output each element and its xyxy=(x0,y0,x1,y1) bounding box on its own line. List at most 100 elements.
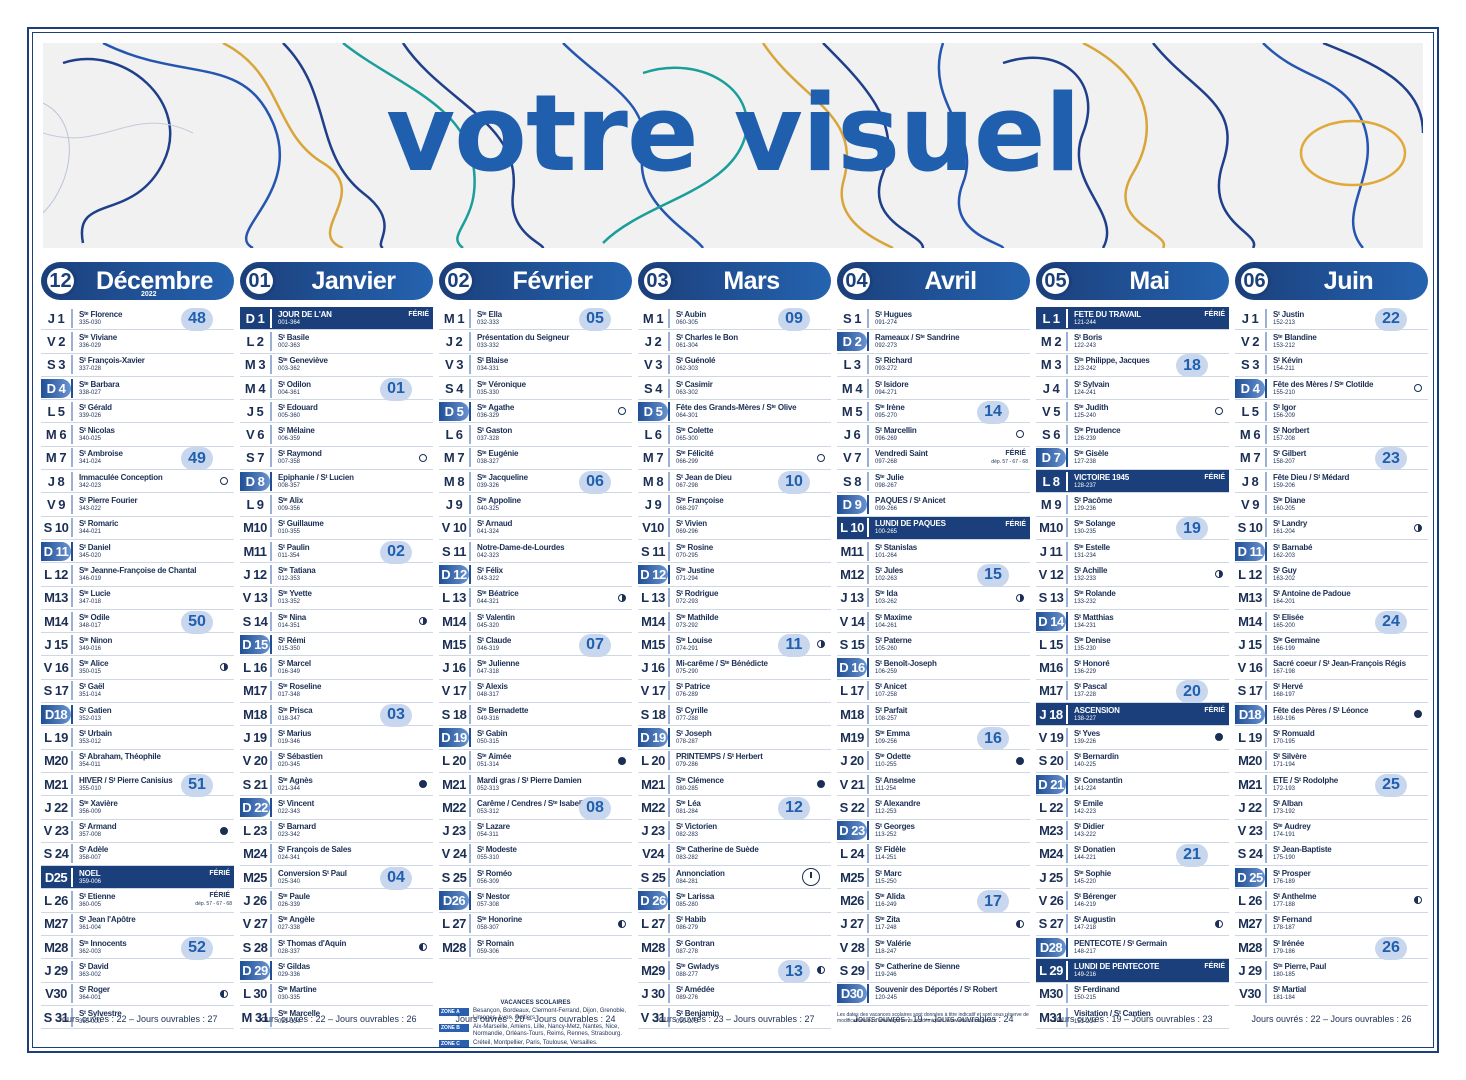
day-label: J 19 xyxy=(243,729,267,745)
divider xyxy=(270,355,272,375)
divider xyxy=(270,891,272,911)
day-row: L 26 Sᵗ Étienne 360-005 FÉRIÉ dép. 57 - 67 -… xyxy=(41,889,234,913)
day-label: L 19 xyxy=(44,729,68,745)
saint-name: Sᵗ Félix xyxy=(477,566,503,575)
day-label: M 1 xyxy=(642,310,664,326)
divider xyxy=(668,634,670,654)
day-label: M 1 xyxy=(443,310,465,326)
day-label: D 7 xyxy=(1036,448,1066,468)
day-row: J 30 Sᵗ Amédée 089-276 xyxy=(638,983,831,1006)
divider xyxy=(469,448,471,468)
week-number: 09 xyxy=(778,307,810,331)
day-label: M10 xyxy=(1039,520,1063,536)
moon-phase-icon xyxy=(1215,919,1223,928)
day-label: V 9 xyxy=(1240,497,1260,513)
day-label: M19 xyxy=(840,729,864,745)
day-code: 363-002 xyxy=(79,971,102,978)
day-code: 099-266 xyxy=(875,506,898,513)
saint-name: LUNDI DE PENTECÔTE xyxy=(1074,962,1160,971)
divider xyxy=(270,611,272,631)
day-code: 348-017 xyxy=(79,622,102,629)
day-code: 088-277 xyxy=(676,971,699,978)
day-label: V 23 xyxy=(1237,823,1263,839)
day-code: 166-199 xyxy=(1273,645,1296,652)
day-code: 153-212 xyxy=(1273,342,1296,349)
day-label: J 16 xyxy=(641,660,665,676)
day-row: D 16 Sᵗ Benoît-Joseph 106-259 xyxy=(837,656,1030,680)
day-row: J 15 Sᵗᵉ Germaine 166-199 xyxy=(1235,633,1428,657)
day-label: V 26 xyxy=(1038,893,1064,909)
day-label: J 1 xyxy=(1241,310,1259,326)
day-label: M29 xyxy=(641,962,665,978)
day-label: J 26 xyxy=(243,893,267,909)
saint-name: Notre-Dame-de-Lourdes xyxy=(477,543,565,552)
divider xyxy=(270,704,272,724)
moon-phase-icon xyxy=(618,919,626,928)
divider xyxy=(469,518,471,538)
saint-name: Sᵗ Charles le Bon xyxy=(676,333,738,342)
day-code: 163-202 xyxy=(1273,575,1296,582)
day-row: L 12 Sᵗᵉ Jeanne-Françoise de Chantal 346-0… xyxy=(41,563,234,587)
day-label: M 4 xyxy=(244,380,266,396)
moon-phase-icon xyxy=(419,616,427,625)
day-row: S 13 Sᵗᵉ Rolande 133-232 xyxy=(1036,587,1229,610)
day-label: L 20 xyxy=(641,753,665,769)
divider xyxy=(668,960,670,980)
banner: votre visuel xyxy=(43,43,1423,248)
day-row: L 6 Sᵗ Gaston 037-328 xyxy=(439,423,632,447)
day-code: 071-294 xyxy=(676,575,699,582)
day-label: D 5 xyxy=(439,401,469,421)
week-number: 52 xyxy=(181,936,213,960)
day-label: S 8 xyxy=(842,473,862,489)
saint-name: Sᵗ Prosper xyxy=(1273,869,1311,878)
divider xyxy=(668,448,670,468)
day-row: M17 Sᵗ Pascal 137-228 xyxy=(1036,680,1229,704)
saint-name: Sᵗ Rodrigue xyxy=(676,590,719,599)
divider xyxy=(71,355,73,375)
day-row: S 15 Sᵗ Paterne 105-260 xyxy=(837,633,1030,657)
day-row: M 5 Sᵗᵉ Irène 095-270 xyxy=(837,400,1030,424)
day-label: S 4 xyxy=(643,380,663,396)
saint-name: Sᵗ Barnard xyxy=(278,823,316,832)
day-row: S 28 Sᵗ Thomas d'Aquin 028-337 xyxy=(240,936,433,960)
saint-name: Sᵗ Habib xyxy=(676,916,706,925)
saint-name: Sᵗᵉ Clémence xyxy=(676,776,724,785)
saint-name: Sᵗᵉ Zita xyxy=(875,916,900,925)
divider xyxy=(469,681,471,701)
saint-name: Sᵗ Valentin xyxy=(477,613,515,622)
saint-name: Sᵗ Silvère xyxy=(1273,753,1307,762)
saint-name: Sᵗ Pascal xyxy=(1074,683,1107,692)
divider xyxy=(867,891,869,911)
day-code: 101-264 xyxy=(875,552,898,559)
day-row: L 12 Sᵗ Guy 163-202 xyxy=(1235,563,1428,587)
day-code: 092-273 xyxy=(875,342,898,349)
day-row: J 27 Sᵗᵉ Zita 117-248 xyxy=(837,913,1030,937)
day-code: 162-203 xyxy=(1273,552,1296,559)
day-label: M22 xyxy=(442,799,466,815)
day-row: M20 Sᵗ Abraham, Théophile 354-011 xyxy=(41,750,234,773)
day-row: J 23 Sᵗ Victorien 082-283 xyxy=(638,820,831,843)
day-code: 036-329 xyxy=(477,412,500,419)
day-code: 128-237 xyxy=(1074,482,1097,489)
day-code: 155-210 xyxy=(1273,389,1296,396)
day-code: 364-001 xyxy=(79,995,102,1002)
day-row: S 11 Sᵗᵉ Rosine 070-295 xyxy=(638,540,831,564)
divider xyxy=(1265,891,1267,911)
day-row: S 17 Sᵗ Hervé 168-197 xyxy=(1235,680,1428,704)
day-row: M28 Sᵗ Irénée 179-186 xyxy=(1235,936,1428,960)
day-code: 055-310 xyxy=(477,855,500,862)
day-row: V30 Sᵗ Martial 181-184 xyxy=(1235,983,1428,1006)
day-row: L 6 Sᵗᵉ Colette 065-300 xyxy=(638,423,831,447)
divider xyxy=(71,751,73,771)
moon-phase-icon xyxy=(220,989,228,998)
month-column: 03 Mars M 1 Sᵗ Aubin 060-305 J 2 Sᵗ Charles le… xyxy=(638,262,831,1036)
day-label: L 3 xyxy=(843,357,861,373)
day-label: S 11 xyxy=(441,543,467,559)
divider xyxy=(1265,681,1267,701)
saint-name: Sᵗᵉ Catherine de Sienne xyxy=(875,962,960,971)
divider xyxy=(867,471,869,491)
day-row: M27 Sᵗ Fernand 178-187 xyxy=(1235,913,1428,937)
saint-name: Sᵗᵉ Gisèle xyxy=(1074,450,1109,459)
day-code: 024-341 xyxy=(278,855,301,862)
day-code: 339-026 xyxy=(79,412,102,419)
